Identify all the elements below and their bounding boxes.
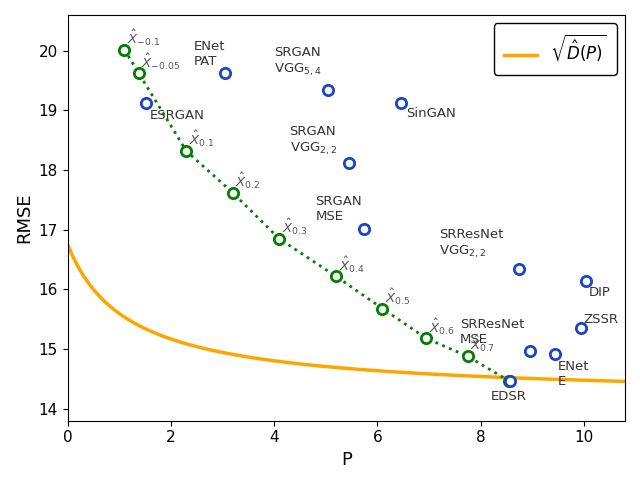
- Text: SRResNet
MSE: SRResNet MSE: [460, 318, 524, 346]
- Point: [274, 235, 284, 242]
- Point: [524, 347, 534, 355]
- Text: SRGAN
$\mathrm{VGG}_{5,4}$: SRGAN $\mathrm{VGG}_{5,4}$: [274, 46, 322, 77]
- Point: [463, 352, 473, 360]
- Text: $\hat{X}_{0.7}$: $\hat{X}_{0.7}$: [470, 334, 495, 354]
- Point: [323, 86, 333, 93]
- Point: [134, 70, 144, 77]
- Text: SRResNet
$\mathrm{VGG}_{2,2}$: SRResNet $\mathrm{VGG}_{2,2}$: [439, 228, 504, 259]
- Point: [228, 189, 238, 197]
- Text: $\hat{X}_{-0.1}$: $\hat{X}_{-0.1}$: [127, 28, 161, 48]
- Point: [514, 265, 524, 272]
- Text: EDSR: EDSR: [491, 390, 527, 403]
- Text: $\hat{X}_{0.5}$: $\hat{X}_{0.5}$: [385, 287, 411, 307]
- Text: ENet
PAT: ENet PAT: [194, 40, 225, 67]
- Point: [331, 272, 341, 280]
- Point: [378, 305, 388, 313]
- Point: [581, 277, 591, 285]
- Text: DIP: DIP: [589, 287, 611, 300]
- Point: [576, 324, 586, 332]
- Point: [359, 225, 369, 232]
- Text: SRGAN
MSE: SRGAN MSE: [316, 195, 362, 223]
- Point: [220, 70, 230, 77]
- Point: [181, 147, 191, 155]
- Text: ESRGAN: ESRGAN: [150, 109, 205, 122]
- Text: $\hat{X}_{0.1}$: $\hat{X}_{0.1}$: [189, 129, 214, 149]
- Y-axis label: RMSE: RMSE: [15, 193, 33, 243]
- Point: [119, 45, 129, 53]
- Point: [344, 159, 354, 167]
- Point: [141, 99, 151, 107]
- Point: [550, 350, 561, 358]
- Text: $\hat{X}_{0.4}$: $\hat{X}_{0.4}$: [339, 254, 365, 274]
- Text: ZSSR: ZSSR: [584, 314, 619, 326]
- Legend: $\sqrt{\hat{D}(P)}$: $\sqrt{\hat{D}(P)}$: [494, 23, 617, 75]
- Point: [505, 377, 515, 385]
- Text: $\hat{X}_{0.3}$: $\hat{X}_{0.3}$: [282, 217, 308, 237]
- Point: [504, 377, 514, 385]
- Text: $\hat{X}_{0.2}$: $\hat{X}_{0.2}$: [236, 171, 260, 191]
- X-axis label: P: P: [341, 451, 352, 469]
- Point: [396, 99, 406, 107]
- Text: SinGAN: SinGAN: [406, 107, 456, 121]
- Text: $\hat{X}_{-0.05}$: $\hat{X}_{-0.05}$: [141, 51, 180, 72]
- Point: [421, 334, 431, 342]
- Text: ENet
E: ENet E: [558, 360, 589, 388]
- Text: SRGAN
$\mathrm{VGG}_{2,2}$: SRGAN $\mathrm{VGG}_{2,2}$: [289, 125, 337, 157]
- Text: $\hat{X}_{0.6}$: $\hat{X}_{0.6}$: [429, 317, 455, 336]
